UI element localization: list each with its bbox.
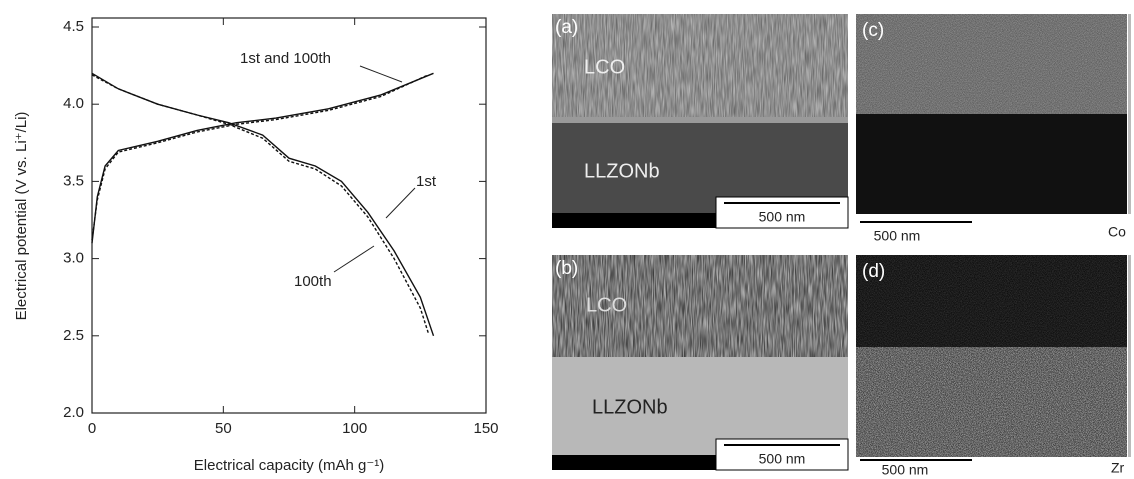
color-scale: [1128, 14, 1131, 214]
x-tick-label: 150: [473, 420, 498, 437]
data-line: [91, 72, 435, 337]
element-label: Co: [1108, 224, 1126, 240]
panel-b: 500 nm (b) LCO LLZONb: [552, 255, 849, 471]
info-bar: [552, 455, 716, 470]
element-label: Zr: [1111, 460, 1125, 476]
panel-a: 500 nm (a) LCO LLZONb: [552, 14, 849, 229]
x-axis-label: Electrical capacity (mAh g⁻¹): [194, 457, 384, 474]
x-tick-label: 50: [215, 420, 232, 437]
x-tick-label: 0: [88, 420, 96, 437]
panel-label: (d): [862, 261, 885, 282]
layer-label: LLZONb: [592, 396, 668, 418]
y-tick-label: 3.0: [63, 250, 84, 267]
panel-c: 500 nm Co (c): [856, 14, 1131, 244]
y-tick-label: 2.0: [63, 404, 84, 421]
interface: [552, 117, 848, 123]
annotation: 1st: [416, 173, 437, 190]
y-axis-label: Electrical potential (V vs. Li⁺/Li): [13, 112, 30, 321]
zr-noise: [856, 347, 1127, 457]
leader-line: [333, 245, 375, 273]
co-noise: [856, 14, 1127, 114]
data-line: [91, 74, 429, 333]
zr-noise: [856, 255, 1127, 347]
panel-label: (a): [555, 17, 578, 38]
lco-texture: [552, 255, 848, 357]
y-tick-label: 3.5: [63, 172, 84, 189]
line-chart: Electrical capacity (mAh g⁻¹) Electrical…: [13, 17, 499, 474]
color-scale: [1128, 255, 1131, 457]
layer-label: LCO: [584, 56, 625, 78]
scale-label: 500 nm: [759, 451, 806, 467]
annotation: 100th: [294, 273, 332, 290]
y-tick-label: 4.0: [63, 95, 84, 112]
plot-frame: [91, 17, 487, 414]
panel-label: (b): [555, 258, 578, 279]
y-tick-label: 4.5: [63, 18, 84, 35]
info-bar: [552, 213, 716, 228]
co-poor: [856, 114, 1127, 214]
x-tick-label: 100: [342, 420, 367, 437]
panel-label: (c): [862, 20, 884, 41]
layer-label: LCO: [586, 294, 627, 316]
scale-label: 500 nm: [882, 462, 929, 478]
leader-line: [359, 65, 403, 83]
y-tick-label: 2.5: [63, 327, 84, 344]
lco-texture: [552, 14, 848, 119]
scale-label: 500 nm: [759, 209, 806, 225]
leader-line: [385, 187, 416, 219]
layer-label: LLZONb: [584, 160, 660, 182]
panel-d: 500 nm Zr (d): [856, 255, 1131, 478]
annotation: 1st and 100th: [240, 50, 331, 67]
scale-label: 500 nm: [874, 228, 921, 244]
